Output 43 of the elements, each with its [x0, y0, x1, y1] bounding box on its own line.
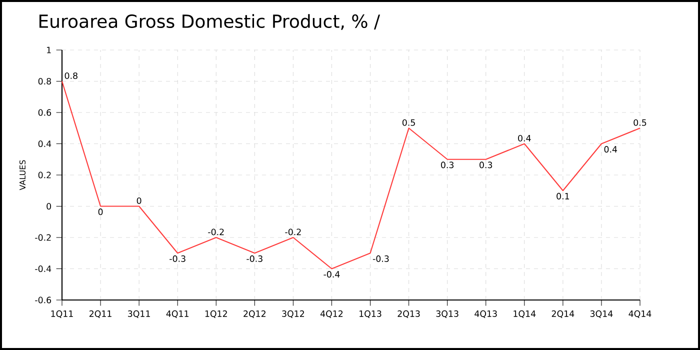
- y-tick-label: 1: [47, 46, 51, 54]
- x-tick-label: 1Q11: [51, 310, 73, 318]
- x-tick-label: 4Q13: [474, 310, 497, 318]
- x-tick-label: 3Q14: [590, 310, 613, 318]
- data-label: 0.5: [634, 119, 646, 126]
- data-label: 0.8: [64, 72, 78, 79]
- x-tick-label: 2Q14: [552, 310, 574, 318]
- y-tick-label: 0: [46, 202, 52, 210]
- x-tick-label: 3Q12: [282, 310, 304, 318]
- data-label: -0.3: [372, 255, 389, 262]
- x-tick-label: 2Q13: [398, 310, 420, 318]
- y-tick-label: -0.4: [35, 265, 52, 272]
- data-label: -0.4: [324, 271, 340, 278]
- y-tick-label: -0.2: [35, 234, 51, 241]
- data-label: 0.4: [604, 146, 618, 153]
- data-label: 0: [98, 208, 103, 216]
- data-label: 0.1: [556, 192, 570, 200]
- y-tick-label: 0.2: [38, 172, 51, 178]
- y-tick-label: 0.8: [38, 78, 51, 85]
- data-label: -0.2: [208, 228, 224, 236]
- data-label: -0.2: [285, 228, 301, 236]
- data-label: -0.3: [170, 255, 186, 262]
- chart-title: Euroarea Gross Domestic Product, % /: [39, 14, 380, 30]
- data-label: 0: [136, 197, 142, 204]
- y-tick-label: 0.6: [38, 109, 52, 116]
- data-label: 0.5: [402, 119, 415, 126]
- y-tick-label: -0.6: [35, 296, 52, 304]
- x-tick-label: 1Q14: [514, 310, 536, 318]
- y-axis-title: VALUES: [19, 160, 26, 190]
- x-tick-label: 4Q12: [320, 310, 343, 318]
- data-label: 0.4: [518, 134, 531, 142]
- x-tick-label: 3Q11: [128, 310, 150, 318]
- x-tick-label: 1Q13: [360, 310, 382, 318]
- x-tick-label: 2Q11: [89, 310, 112, 318]
- x-tick-label: 2Q12: [244, 310, 266, 318]
- data-label: 0.3: [441, 162, 454, 168]
- x-tick-label: 3Q13: [436, 310, 458, 318]
- data-label: 0.3: [480, 162, 492, 168]
- x-tick-label: 1Q12: [205, 310, 227, 318]
- data-label: -0.3: [246, 255, 262, 262]
- y-tick-label: 0.4: [38, 140, 52, 148]
- x-tick-label: 4Q14: [628, 310, 652, 318]
- x-tick-label: 4Q11: [166, 310, 188, 318]
